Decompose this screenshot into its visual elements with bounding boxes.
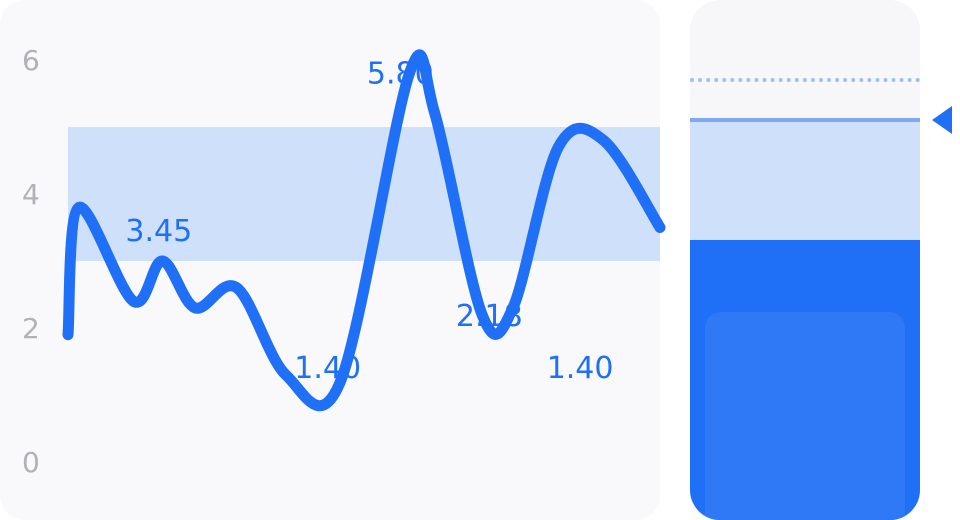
level-gauge <box>690 0 920 520</box>
gauge-pointer-icon <box>932 106 952 134</box>
data-label: 1.40 <box>547 351 614 386</box>
series-line <box>62 49 666 412</box>
data-label: 1.40 <box>294 351 361 386</box>
y-tick-label: 2 <box>22 312 40 345</box>
y-tick-label: 4 <box>22 178 40 211</box>
y-tick-label: 6 <box>22 44 40 77</box>
gauge-inner-highlight <box>705 312 905 520</box>
y-tick-label: 0 <box>22 446 40 479</box>
data-label: 2.18 <box>456 299 523 334</box>
data-label: 3.45 <box>125 214 192 249</box>
data-label: 5.80 <box>367 56 434 91</box>
gauge-target-line <box>690 118 920 122</box>
gauge-previous-line <box>690 78 920 82</box>
